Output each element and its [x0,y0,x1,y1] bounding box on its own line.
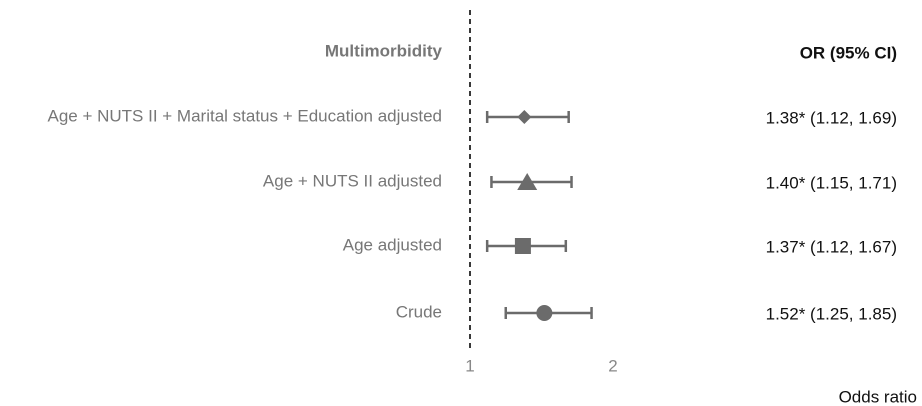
value-label: 1.40* (1.15, 1.71) [766,173,897,192]
point [514,238,531,254]
value-label: 1.37* (1.12, 1.67) [766,237,897,256]
x-tick-label: 2 [608,356,617,375]
x-axis-label: Odds ratio [839,387,917,406]
row-label: Age + NUTS II adjusted [263,171,442,190]
value-label: 1.52* (1.25, 1.85) [766,304,897,323]
row-label: Age adjusted [343,235,442,254]
row-label: Crude [396,302,442,321]
point [517,110,532,124]
row-header: Multimorbidity [325,41,443,60]
point [517,173,538,190]
point [536,305,553,321]
value-label: 1.38* (1.12, 1.69) [766,108,897,127]
label-header: OR (95% CI) [800,43,897,62]
row-label: Age + NUTS II + Marital status + Educati… [47,106,442,125]
x-tick-label: 1 [465,356,474,375]
